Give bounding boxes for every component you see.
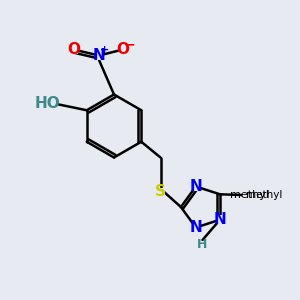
FancyBboxPatch shape xyxy=(69,45,78,54)
FancyBboxPatch shape xyxy=(199,241,206,248)
FancyBboxPatch shape xyxy=(242,191,259,199)
FancyBboxPatch shape xyxy=(119,45,127,54)
Text: H: H xyxy=(197,238,208,251)
Text: O: O xyxy=(67,42,80,57)
Text: +: + xyxy=(100,45,109,55)
FancyBboxPatch shape xyxy=(95,51,103,60)
FancyBboxPatch shape xyxy=(192,223,200,232)
Text: N: N xyxy=(190,220,202,235)
FancyBboxPatch shape xyxy=(40,99,56,108)
Text: N: N xyxy=(93,48,105,63)
FancyBboxPatch shape xyxy=(192,182,200,191)
Text: methyl: methyl xyxy=(246,190,282,200)
Text: −: − xyxy=(124,37,135,51)
Text: N: N xyxy=(190,179,202,194)
Text: N: N xyxy=(214,212,226,227)
FancyBboxPatch shape xyxy=(216,215,224,224)
Text: methyl: methyl xyxy=(230,190,268,200)
Text: O: O xyxy=(116,42,130,57)
Text: S: S xyxy=(155,184,166,200)
Text: HO: HO xyxy=(35,96,61,111)
FancyBboxPatch shape xyxy=(156,188,165,196)
